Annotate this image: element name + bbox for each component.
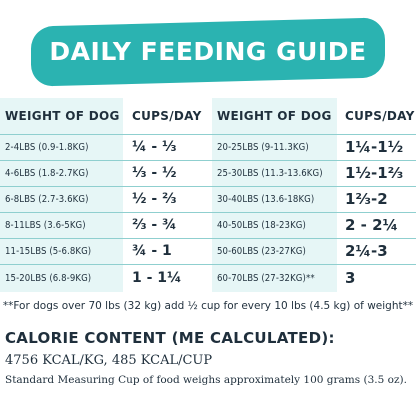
table-row: 6-8LBS (2.7-3.6KG) ½ - ⅔ 30-40LBS (13.6-… (0, 186, 416, 213)
weight-cell: 4-6LBS (1.8-2.7KG) (5, 167, 89, 179)
weight-cell: 30-40LBS (13.6-18KG) (217, 193, 315, 205)
weight-cell: 15-20LBS (6.8-9KG) (5, 272, 92, 284)
cups-cell: 2¼-3 (345, 242, 388, 260)
cups-cell: 1¼-1½ (345, 138, 404, 156)
cups-cell: ⅔ - ¾ (132, 217, 177, 233)
weight-cell: 20-25LBS (9-11.3KG) (217, 141, 309, 153)
weight-cell: 11-15LBS (5-6.8KG) (5, 245, 92, 257)
weight-cell: 50-60LBS (23-27KG) (217, 245, 306, 257)
header-cups-left: CUPS/DAY (132, 109, 202, 123)
weight-cell: 2-4LBS (0.9-1.8KG) (5, 141, 89, 153)
cups-cell: 3 (345, 269, 356, 287)
cups-cell: 1½-1⅔ (345, 164, 404, 182)
weight-column-band-right (212, 98, 337, 292)
weight-cell: 25-30LBS (11.3-13.6KG) (217, 167, 323, 179)
weight-cell: 40-50LBS (18-23KG) (217, 219, 306, 231)
table-header-row: WEIGHT OF DOG CUPS/DAY WEIGHT OF DOG CUP… (0, 98, 416, 135)
weight-cell: 8-11LBS (3.6-5KG) (5, 219, 86, 231)
header-cups-right: CUPS/DAY (345, 109, 415, 123)
header-weight-left: WEIGHT OF DOG (5, 109, 120, 123)
cups-cell: 1 - 1¼ (132, 270, 182, 286)
cups-cell: ¼ - ⅓ (132, 139, 177, 155)
table-row: 2-4LBS (0.9-1.8KG) ¼ - ⅓ 20-25LBS (9-11.… (0, 134, 416, 161)
cups-cell: ¾ - 1 (132, 243, 172, 259)
header-weight-right: WEIGHT OF DOG (217, 109, 332, 123)
table-row: 8-11LBS (3.6-5KG) ⅔ - ¾ 40-50LBS (18-23K… (0, 212, 416, 239)
measuring-cup-note: Standard Measuring Cup of food weighs ap… (5, 374, 407, 386)
page-title: DAILY FEEDING GUIDE (49, 37, 367, 66)
feeding-table: WEIGHT OF DOG CUPS/DAY WEIGHT OF DOG CUP… (0, 98, 416, 292)
cups-cell: 1⅔-2 (345, 190, 388, 208)
cups-cell: 2 - 2¼ (345, 216, 399, 234)
cups-cell: ⅓ - ½ (132, 165, 177, 181)
large-dog-note: **For dogs over 70 lbs (32 kg) add ½ cup… (2, 300, 414, 312)
table-row: 15-20LBS (6.8-9KG) 1 - 1¼ 60-70LBS (27-3… (0, 264, 416, 292)
calorie-heading: CALORIE CONTENT (ME CALCULATED): (5, 329, 335, 347)
weight-cell: 6-8LBS (2.7-3.6KG) (5, 193, 89, 205)
table-row: 4-6LBS (1.8-2.7KG) ⅓ - ½ 25-30LBS (11.3-… (0, 160, 416, 187)
weight-column-band-left (0, 98, 123, 292)
table-row: 11-15LBS (5-6.8KG) ¾ - 1 50-60LBS (23-27… (0, 238, 416, 265)
cups-cell: ½ - ⅔ (132, 191, 177, 207)
weight-cell: 60-70LBS (27-32KG)** (217, 272, 315, 284)
calorie-value: 4756 KCAL/KG, 485 KCAL/CUP (5, 353, 213, 368)
